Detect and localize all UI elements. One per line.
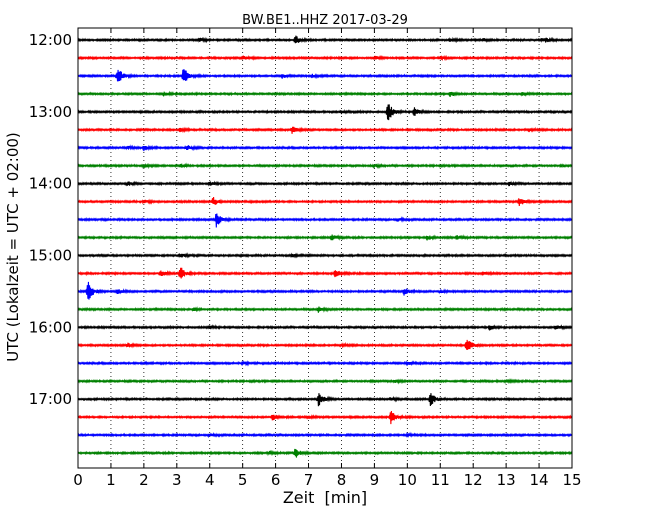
x-axis-label: Zeit [min] [283, 488, 367, 507]
seismic-trace-16:30 [77, 359, 573, 367]
traces [77, 35, 573, 458]
plot-frame [77, 27, 573, 469]
seismic-trace-13:00 [77, 104, 573, 121]
seismic-trace-16:15 [77, 339, 573, 350]
grid [110, 28, 540, 468]
seismic-trace-15:30 [77, 281, 573, 300]
y-tick-label: 12:00 [29, 31, 72, 49]
seismic-trace-15:45 [77, 306, 573, 313]
x-tick-label: 10 [398, 471, 417, 489]
seismic-trace-17:30 [77, 431, 573, 439]
x-tick-label: 4 [205, 471, 215, 489]
x-axis-ticks: 0 1 2 3 4 5 6 7 8 9 10 11 12 13 14 15 [73, 28, 582, 489]
x-tick-label: 7 [304, 471, 314, 489]
seismic-trace-15:15 [77, 267, 573, 279]
seismic-trace-16:00 [77, 324, 573, 331]
x-tick-label: 14 [530, 471, 549, 489]
x-tick-label: 11 [431, 471, 450, 489]
seismic-trace-14:45 [77, 234, 573, 241]
seismic-trace-14:30 [77, 213, 573, 228]
seismic-trace-12:00 [77, 35, 573, 44]
y-tick-label: 17:00 [29, 390, 72, 408]
seismic-trace-17:15 [77, 411, 573, 425]
y-tick-label: 15:00 [29, 246, 72, 264]
x-tick-label: 2 [139, 471, 149, 489]
x-tick-label: 6 [271, 471, 281, 489]
x-tick-label: 13 [497, 471, 516, 489]
seismic-trace-17:45 [77, 448, 573, 458]
y-tick-label: 13:00 [29, 103, 72, 121]
x-tick-label: 5 [238, 471, 248, 489]
seismic-trace-12:15 [77, 54, 573, 62]
x-tick-label: 0 [73, 471, 83, 489]
seismic-trace-16:45 [77, 378, 573, 385]
y-tick-label: 14:00 [29, 175, 72, 193]
y-axis-label: UTC (Lokalzeit = UTC + 02:00) [4, 132, 22, 362]
seismic-trace-14:15 [77, 196, 573, 206]
seismic-trace-13:45 [77, 162, 573, 170]
seismic-trace-17:00 [77, 393, 573, 407]
x-tick-label: 1 [106, 471, 116, 489]
x-tick-label: 9 [370, 471, 380, 489]
x-tick-label: 15 [562, 471, 581, 489]
x-tick-label: 8 [337, 471, 347, 489]
seismic-trace-14:00 [77, 180, 573, 187]
seismic-trace-13:30 [77, 144, 573, 152]
seismic-trace-15:00 [77, 252, 573, 259]
seismic-trace-13:15 [77, 126, 573, 134]
chart-title: BW.BE1..HHZ 2017-03-29 [242, 13, 408, 28]
seismic-trace-12:45 [77, 90, 573, 98]
x-tick-label: 12 [464, 471, 483, 489]
x-tick-label: 3 [172, 471, 182, 489]
y-axis-ticks: 12:00 13:00 14:00 15:00 16:00 17:00 [29, 31, 572, 408]
y-tick-label: 16:00 [29, 318, 72, 336]
seismic-trace-12:30 [77, 69, 573, 82]
